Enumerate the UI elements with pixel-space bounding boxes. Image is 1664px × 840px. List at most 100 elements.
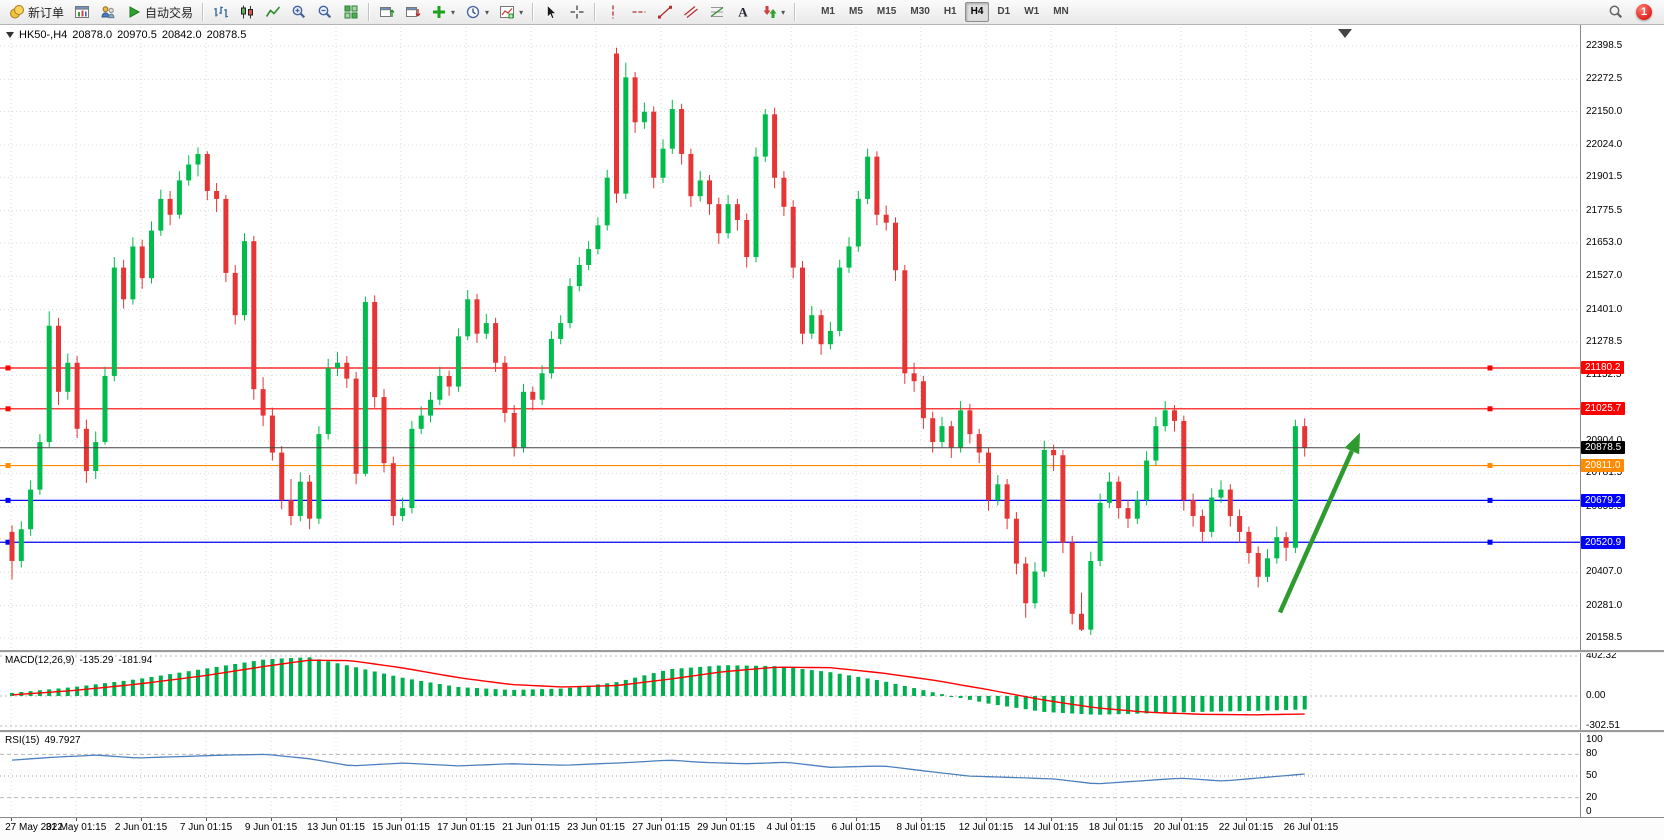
vertical-line-button[interactable] — [601, 1, 625, 24]
macd-histogram-bar — [633, 677, 638, 696]
time-axis-label: 7 Jun 01:15 — [179, 822, 233, 833]
toolbar-separator — [794, 3, 797, 21]
candle — [893, 217, 898, 281]
timeframe-button-mn[interactable]: MN — [1053, 6, 1069, 17]
zoom-in-button[interactable] — [287, 1, 311, 24]
candle — [734, 198, 740, 231]
macd-histogram-bar — [847, 675, 851, 696]
candle — [632, 72, 638, 133]
line-handle[interactable] — [5, 406, 11, 412]
fibonacci-button[interactable] — [705, 1, 729, 24]
arrange-windows-button[interactable] — [375, 1, 399, 24]
one-click-trading-toggle-icon[interactable] — [6, 32, 14, 38]
timeframe-button-d1[interactable]: D1 — [997, 6, 1011, 17]
line-handle[interactable] — [5, 365, 11, 371]
candle — [437, 366, 443, 406]
macd-histogram-bar — [1284, 695, 1289, 710]
profiles-button[interactable] — [96, 1, 120, 24]
candle — [614, 47, 619, 203]
candle — [1292, 419, 1298, 554]
search-button[interactable] — [1604, 1, 1628, 24]
autotrading-button[interactable]: 自动交易 — [122, 1, 197, 24]
line-handle[interactable] — [1487, 497, 1493, 503]
channel-button[interactable] — [679, 1, 703, 24]
vline-icon — [612, 5, 614, 19]
horizontal-line-button[interactable] — [627, 1, 651, 24]
macd-histogram-bar — [1209, 695, 1214, 712]
line-handle[interactable] — [5, 463, 11, 469]
candle — [586, 241, 592, 271]
panel-splitter-rsi[interactable] — [0, 730, 1664, 733]
line-handle[interactable] — [1487, 463, 1493, 469]
play-icon — [129, 6, 141, 18]
periods-button[interactable]: ▾ — [461, 1, 493, 24]
candlestick-chart-button[interactable] — [235, 1, 259, 24]
timeframe-button-m15[interactable]: M15 — [876, 6, 897, 17]
macd-histogram-bar — [168, 674, 173, 696]
macd-histogram-bar — [800, 669, 805, 696]
trendline-button[interactable] — [653, 1, 677, 24]
charts-button[interactable] — [70, 1, 94, 24]
cascade-windows-button[interactable] — [401, 1, 425, 24]
time-axis-label: 21 Jun 01:15 — [502, 822, 560, 833]
zoom-out-button[interactable] — [313, 1, 337, 24]
candle — [93, 431, 99, 480]
chart-title: HK50-,H4 20878.0 20970.5 20842.0 20878.5 — [6, 29, 246, 41]
line-handle[interactable] — [5, 497, 11, 503]
cursor-button[interactable] — [539, 1, 563, 24]
macd-histogram-bar — [382, 673, 386, 696]
macd-histogram-bar — [819, 671, 824, 696]
candle — [186, 155, 192, 186]
timeframe-button-m5[interactable]: M5 — [849, 6, 863, 17]
timeframe-button-h1[interactable]: H1 — [943, 6, 957, 17]
timeframe-button-m1[interactable]: M1 — [821, 6, 835, 17]
candle — [242, 233, 247, 321]
line-handle[interactable] — [1487, 539, 1493, 545]
timeframe-button-m30[interactable]: M30 — [910, 6, 930, 17]
price-axis-label: 20407.0 — [1586, 566, 1623, 578]
rsi-axis-label: 0 — [1586, 806, 1592, 817]
candle — [818, 309, 824, 355]
indicators-button[interactable]: ▾ — [427, 1, 459, 24]
price-axis-label: 20281.0 — [1586, 599, 1623, 611]
candle — [465, 290, 471, 341]
line-handle[interactable] — [1487, 365, 1493, 371]
line-handle[interactable] — [1487, 406, 1493, 412]
candle — [372, 295, 378, 408]
panel-splitter-macd[interactable] — [0, 650, 1664, 653]
candle — [1218, 480, 1224, 503]
clock-icon — [466, 5, 480, 19]
time-axis[interactable]: 27 May 2022 31 May 01:15 2 Jun 01:15 7 Jun … — [0, 817, 1664, 840]
arrows-button[interactable]: ▾ — [757, 1, 789, 24]
candle — [446, 370, 452, 396]
timeframe-button-w1[interactable]: W1 — [1024, 6, 1040, 17]
crosshair-button[interactable] — [565, 1, 589, 24]
macd-histogram-bar — [735, 665, 740, 696]
macd-histogram-bar — [1265, 695, 1270, 711]
tile-windows-button[interactable] — [339, 1, 363, 24]
dropdown-caret-icon: ▾ — [781, 7, 786, 17]
macd-histogram-bar — [568, 687, 572, 696]
macd-histogram-bar — [437, 684, 442, 696]
candle — [521, 383, 526, 453]
line-chart-button[interactable] — [261, 1, 285, 24]
price-axis-column[interactable] — [1580, 25, 1664, 840]
templates-button[interactable]: ▾ — [495, 1, 527, 24]
time-axis-label: 13 Jun 01:15 — [307, 822, 365, 833]
candle — [1162, 401, 1168, 432]
candle — [362, 296, 368, 477]
trend-arrow-annotation[interactable] — [1277, 432, 1360, 614]
macd-histogram-bar — [1023, 695, 1028, 710]
bar-chart-button[interactable] — [209, 1, 233, 24]
text-button[interactable]: A — [731, 1, 755, 24]
candle — [1181, 415, 1187, 511]
candle — [251, 235, 257, 400]
notification-badge[interactable]: 1 — [1636, 4, 1652, 20]
new-order-button[interactable]: 新订单 — [5, 1, 68, 24]
timeframe-button-h4[interactable]: H4 — [964, 2, 990, 22]
chart-shift-marker[interactable] — [1338, 29, 1352, 38]
macd-histogram-bar — [316, 659, 321, 696]
line-handle[interactable] — [5, 539, 11, 545]
candle — [967, 403, 973, 444]
